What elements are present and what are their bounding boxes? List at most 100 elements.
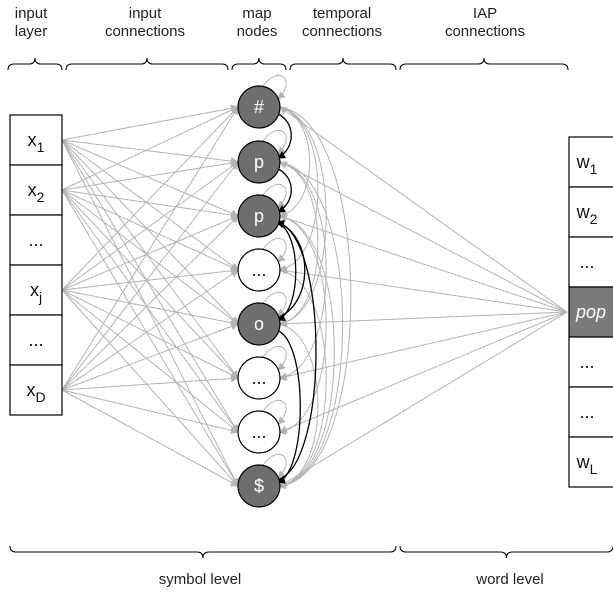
input-cell: ... — [9, 314, 63, 366]
header-map-nodes: map nodes — [232, 5, 282, 41]
map-node-circle — [237, 302, 281, 346]
map-node: $ — [237, 464, 281, 508]
map-node-label: # — [254, 97, 264, 117]
map-node-circle — [237, 464, 281, 508]
temporal-connection — [277, 106, 311, 219]
map-node-label: ... — [251, 260, 266, 280]
input-connection — [61, 161, 239, 391]
temporal-connection — [277, 161, 344, 490]
header-input-layer: input layer — [0, 5, 62, 41]
word-cell-label-base: ... — [579, 352, 594, 372]
input-cell-box — [9, 264, 63, 316]
input-cell-label-base: ... — [28, 230, 43, 250]
input-connection — [61, 159, 239, 191]
word-cell-label-base: ... — [579, 252, 594, 272]
word-cell-box — [568, 136, 613, 188]
input-cell-label-subscript: 2 — [37, 189, 45, 205]
map-node: # — [237, 85, 281, 129]
word-cell-label-base: w — [576, 452, 591, 472]
input-cell-label: x1 — [28, 130, 45, 155]
temporal-self-loop — [262, 183, 287, 209]
word-cell-label-base: ... — [579, 402, 594, 422]
temporal-connection — [277, 269, 327, 490]
word-cell-label: ... — [579, 402, 594, 422]
input-cell: xD — [9, 364, 63, 416]
brace-iap-connections — [399, 57, 569, 71]
temporal-self-loop — [262, 345, 287, 371]
temporal-connection — [277, 106, 327, 328]
temporal-self-loop — [262, 74, 287, 100]
map-node: p — [237, 140, 281, 184]
input-connection — [61, 139, 239, 325]
iap-connection — [279, 161, 568, 313]
header-iap-connections: IAP connections — [410, 5, 560, 41]
map-node-circle — [237, 194, 281, 238]
header-temporal-connections-line2: connections — [301, 23, 383, 40]
input-connection — [61, 389, 239, 435]
temporal-connection — [277, 161, 319, 327]
input-cell-label-base: x — [26, 380, 35, 400]
input-connection — [61, 189, 239, 271]
word-cell-box — [568, 186, 613, 238]
iap-connection — [279, 214, 568, 313]
input-cell-label-subscript: j — [38, 289, 42, 305]
brace-input-connections — [65, 57, 229, 71]
input-connection — [61, 189, 239, 487]
word-cell: w2 — [568, 186, 613, 238]
word-cell-box — [568, 386, 613, 438]
iap-connection — [279, 311, 568, 328]
temporal-self-loop — [262, 453, 287, 479]
input-cell-label: xD — [26, 380, 45, 405]
temporal-self-loop — [262, 399, 287, 425]
word-cell-label: ... — [579, 252, 594, 272]
word-cell-label: wL — [576, 452, 598, 477]
input-connection — [61, 139, 239, 217]
word-cell-label-base: pop — [575, 302, 606, 322]
word-cell-label-subscript: 2 — [590, 211, 598, 227]
footer-word-level: word level — [476, 571, 544, 588]
brace-input-layer — [7, 57, 63, 71]
map-node-label: p — [254, 206, 264, 226]
input-connection — [61, 161, 239, 291]
map-node-label: $ — [254, 476, 264, 496]
map-node: ... — [237, 248, 281, 292]
input-connection — [61, 139, 239, 166]
temporal-active-connection — [275, 112, 292, 159]
header-map-nodes-line2: nodes — [236, 23, 278, 40]
word-cell-box — [568, 286, 613, 338]
input-connection — [61, 215, 239, 391]
map-node-circle — [237, 248, 281, 292]
input-connection — [61, 389, 239, 487]
header-iap-connections-line1: IAP — [472, 5, 498, 22]
input-cell-label: ... — [28, 330, 43, 350]
word-cell-label: w1 — [576, 152, 598, 177]
input-cell-box — [9, 364, 63, 416]
input-cell-box — [9, 114, 63, 166]
input-connection — [61, 139, 239, 379]
word-cell: ... — [568, 236, 613, 288]
input-connection — [61, 189, 239, 433]
map-node-label: p — [254, 152, 264, 172]
input-cell-label: x2 — [28, 180, 45, 205]
input-connection — [61, 215, 239, 291]
input-connection — [61, 104, 239, 141]
input-cell-label-base: x — [30, 280, 39, 300]
input-cell-label-base: x — [28, 180, 37, 200]
word-cell: w1 — [568, 136, 613, 188]
footer-symbol-level: symbol level — [158, 571, 242, 588]
map-node: ... — [237, 356, 281, 400]
temporal-self-loop — [262, 291, 287, 317]
input-connection — [61, 374, 239, 391]
input-cell-box — [9, 214, 63, 266]
input-connection — [61, 189, 239, 325]
header-input-layer-line2: layer — [14, 23, 48, 40]
brace-layer — [7, 57, 613, 559]
word-cell-label: ... — [579, 352, 594, 372]
temporal-connection — [277, 215, 335, 490]
temporal-connection — [277, 161, 327, 382]
map-node-circle — [237, 140, 281, 184]
map-node-circle — [237, 85, 281, 129]
input-cell: ... — [9, 214, 63, 266]
